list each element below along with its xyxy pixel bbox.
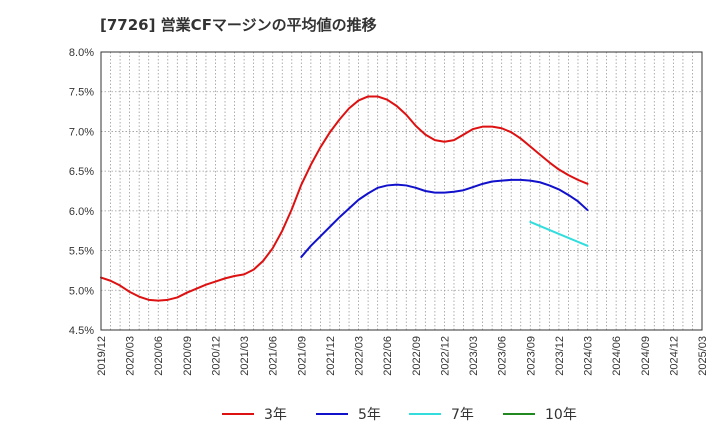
x-tick-label: 2023/06 [497, 336, 509, 376]
x-tick-label: 2025/03 [697, 336, 709, 376]
x-tick-label: 2020/12 [210, 336, 222, 376]
x-tick-label: 2022/06 [382, 336, 394, 376]
chart-title: [7726] 営業CFマージンの平均値の推移 [100, 16, 377, 34]
x-tick-label: 2022/12 [439, 336, 451, 376]
x-tick-label: 2024/09 [640, 336, 652, 376]
plot-frame [100, 51, 703, 331]
legend-label-3年: 3年 [264, 407, 287, 423]
y-tick-label: 4.5% [69, 325, 94, 337]
y-axis-ticks: 4.5% 5.0% 5.5% 6.0% 6.5% 7.0% 7.5% 8.0% [69, 47, 94, 337]
series-line-3年 [100, 95, 589, 302]
y-tick-label: 8.0% [69, 47, 94, 59]
x-tick-label: 2022/09 [411, 336, 423, 376]
legend-label-5年: 5年 [358, 407, 381, 423]
series-line-5年 [300, 178, 589, 258]
series-line-7年 [529, 220, 589, 247]
legend: 3年 5年 7年 10年 [222, 407, 577, 423]
legend-label-7年: 7年 [451, 407, 474, 423]
legend-label-10年: 10年 [545, 407, 577, 423]
x-tick-label: 2019/12 [96, 336, 108, 376]
x-tick-label: 2023/12 [554, 336, 566, 376]
y-tick-label: 6.0% [69, 206, 94, 218]
x-tick-label: 2021/09 [296, 336, 308, 376]
x-tick-label: 2024/03 [583, 336, 595, 376]
y-tick-label: 7.5% [69, 87, 94, 99]
x-tick-label: 2024/12 [668, 336, 680, 376]
y-tick-label: 6.5% [69, 166, 94, 178]
x-tick-label: 2020/09 [182, 336, 194, 376]
x-tick-label: 2021/03 [239, 336, 251, 376]
x-tick-label: 2022/03 [354, 336, 366, 376]
x-tick-label: 2023/03 [468, 336, 480, 376]
y-tick-label: 5.0% [69, 285, 94, 297]
x-axis-ticks: 2019/12 2020/03 2020/06 2020/09 2020/12 2021/… [96, 336, 709, 376]
x-tick-label: 2023/09 [525, 336, 537, 376]
grid [101, 51, 702, 331]
x-tick-label: 2021/06 [268, 336, 280, 376]
x-tick-label: 2021/12 [325, 336, 337, 376]
series-lines [100, 95, 589, 302]
y-tick-label: 5.5% [69, 246, 94, 258]
x-tick-label: 2020/06 [153, 336, 165, 376]
x-tick-label: 2024/06 [611, 336, 623, 376]
y-tick-label: 7.0% [69, 126, 94, 138]
x-tick-label: 2020/03 [125, 336, 137, 376]
